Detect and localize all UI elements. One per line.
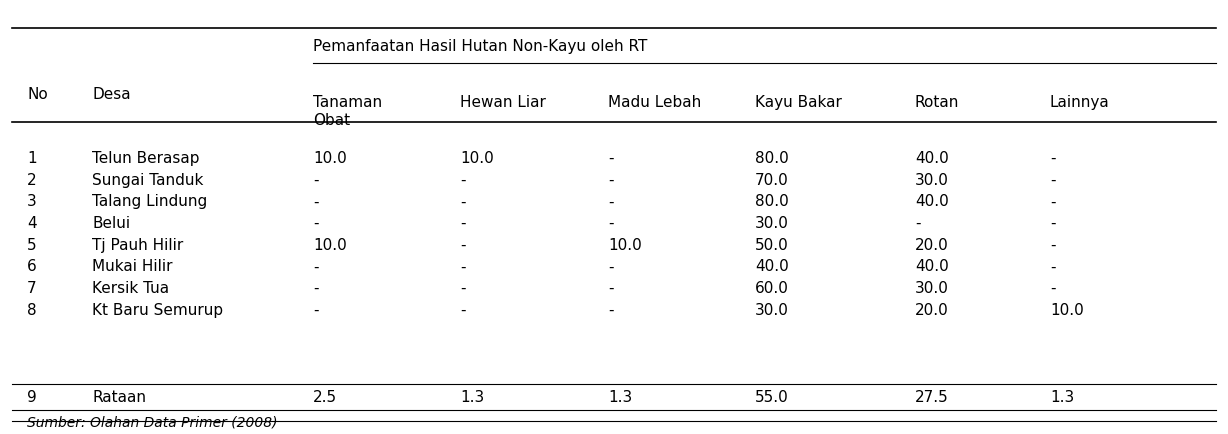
Text: 40.0: 40.0	[915, 151, 948, 166]
Text: 27.5: 27.5	[915, 390, 948, 404]
Text: -: -	[608, 260, 613, 274]
Text: 40.0: 40.0	[755, 260, 788, 274]
Text: 2: 2	[27, 173, 37, 187]
Text: Desa: Desa	[92, 87, 130, 102]
Text: -: -	[313, 194, 318, 209]
Text: 30.0: 30.0	[915, 173, 949, 187]
Text: 30.0: 30.0	[915, 281, 949, 296]
Text: 10.0: 10.0	[313, 151, 346, 166]
Text: -: -	[608, 194, 613, 209]
Text: -: -	[460, 194, 465, 209]
Text: 4: 4	[27, 216, 37, 231]
Text: 40.0: 40.0	[915, 194, 948, 209]
Text: -: -	[460, 238, 465, 253]
Text: -: -	[313, 173, 318, 187]
Text: Pemanfaatan Hasil Hutan Non-Kayu oleh RT: Pemanfaatan Hasil Hutan Non-Kayu oleh RT	[313, 39, 647, 54]
Text: 20.0: 20.0	[915, 303, 948, 318]
Text: Talang Lindung: Talang Lindung	[92, 194, 208, 209]
Text: Tj Pauh Hilir: Tj Pauh Hilir	[92, 238, 183, 253]
Text: Tanaman
Obat: Tanaman Obat	[313, 95, 382, 128]
Text: 10.0: 10.0	[460, 151, 494, 166]
Text: 10.0: 10.0	[313, 238, 346, 253]
Text: 80.0: 80.0	[755, 151, 788, 166]
Text: -: -	[1050, 238, 1055, 253]
Text: 5: 5	[27, 238, 37, 253]
Text: 30.0: 30.0	[755, 303, 790, 318]
Text: -: -	[1050, 260, 1055, 274]
Text: Rataan: Rataan	[92, 390, 146, 404]
Text: -: -	[915, 216, 920, 231]
Text: Kt Baru Semurup: Kt Baru Semurup	[92, 303, 223, 318]
Text: -: -	[1050, 151, 1055, 166]
Text: -: -	[608, 281, 613, 296]
Text: 1.3: 1.3	[608, 390, 632, 404]
Text: 3: 3	[27, 194, 37, 209]
Text: -: -	[608, 303, 613, 318]
Text: -: -	[608, 151, 613, 166]
Text: -: -	[1050, 173, 1055, 187]
Text: 80.0: 80.0	[755, 194, 788, 209]
Text: -: -	[608, 173, 613, 187]
Text: -: -	[608, 216, 613, 231]
Text: Kayu Bakar: Kayu Bakar	[755, 95, 842, 111]
Text: 50.0: 50.0	[755, 238, 788, 253]
Text: -: -	[460, 216, 465, 231]
Text: -: -	[313, 281, 318, 296]
Text: 2.5: 2.5	[313, 390, 338, 404]
Text: 30.0: 30.0	[755, 216, 790, 231]
Text: -: -	[460, 173, 465, 187]
Text: 6: 6	[27, 260, 37, 274]
Text: Mukai Hilir: Mukai Hilir	[92, 260, 173, 274]
Text: 1.3: 1.3	[460, 390, 485, 404]
Text: -: -	[313, 303, 318, 318]
Text: -: -	[460, 303, 465, 318]
Text: -: -	[313, 216, 318, 231]
Text: Hewan Liar: Hewan Liar	[460, 95, 546, 111]
Text: Rotan: Rotan	[915, 95, 959, 111]
Text: 10.0: 10.0	[608, 238, 641, 253]
Text: Belui: Belui	[92, 216, 130, 231]
Text: 8: 8	[27, 303, 37, 318]
Text: 55.0: 55.0	[755, 390, 788, 404]
Text: 1.3: 1.3	[1050, 390, 1074, 404]
Text: 7: 7	[27, 281, 37, 296]
Text: 20.0: 20.0	[915, 238, 948, 253]
Text: Kersik Tua: Kersik Tua	[92, 281, 169, 296]
Text: Sumber: Olahan Data Primer (2008): Sumber: Olahan Data Primer (2008)	[27, 416, 278, 430]
Text: Madu Lebah: Madu Lebah	[608, 95, 701, 111]
Text: 9: 9	[27, 390, 37, 404]
Text: Lainnya: Lainnya	[1050, 95, 1110, 111]
Text: No: No	[27, 87, 48, 102]
Text: 1: 1	[27, 151, 37, 166]
Text: -: -	[1050, 216, 1055, 231]
Text: -: -	[460, 281, 465, 296]
Text: 10.0: 10.0	[1050, 303, 1083, 318]
Text: 60.0: 60.0	[755, 281, 790, 296]
Text: Sungai Tanduk: Sungai Tanduk	[92, 173, 204, 187]
Text: -: -	[1050, 194, 1055, 209]
Text: Telun Berasap: Telun Berasap	[92, 151, 200, 166]
Text: 40.0: 40.0	[915, 260, 948, 274]
Text: -: -	[313, 260, 318, 274]
Text: 70.0: 70.0	[755, 173, 788, 187]
Text: -: -	[1050, 281, 1055, 296]
Text: -: -	[460, 260, 465, 274]
